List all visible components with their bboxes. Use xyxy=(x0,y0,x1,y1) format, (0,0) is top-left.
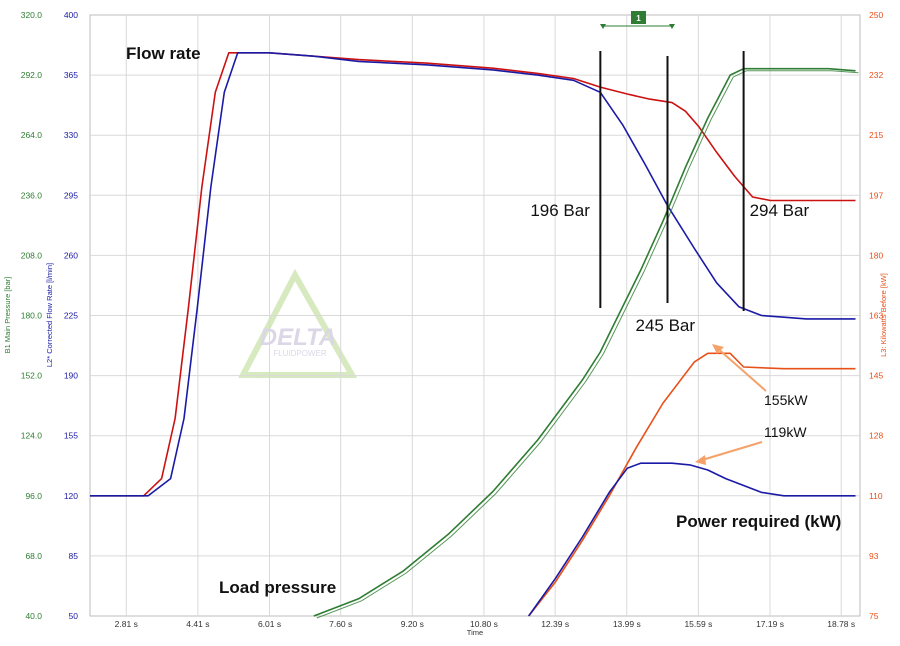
x-tick-label: 6.01 s xyxy=(258,619,281,629)
pressure-axis-title: B1 Main Pressure [bar] xyxy=(3,277,12,354)
x-tick-label: 13.99 s xyxy=(613,619,641,629)
flow-axis-title: L2* Corrected Flow Rate [l/min] xyxy=(45,263,54,367)
marker-label: 294 Bar xyxy=(750,201,810,220)
power-axis-title: L3: Kilowatts Before [kW] xyxy=(879,273,888,357)
series-line-3 xyxy=(528,352,856,617)
annotation-power-required: Power required (kW) xyxy=(676,512,841,531)
x-tick-label: 12.39 s xyxy=(541,619,569,629)
x-tick-label: 9.20 s xyxy=(401,619,424,629)
arrow-155kw-head-icon xyxy=(712,344,724,354)
flow-tick-label: 190 xyxy=(64,371,78,381)
arrow-119kw-head-icon xyxy=(695,455,706,465)
series-line-2-trace xyxy=(316,70,859,619)
annotation-load-pressure: Load pressure xyxy=(219,578,336,597)
flow-tick-label: 330 xyxy=(64,130,78,140)
pressure-tick-label: 180.0 xyxy=(21,311,43,321)
x-tick-label: 17.19 s xyxy=(756,619,784,629)
pressure-tick-label: 124.0 xyxy=(21,431,43,441)
pressure-tick-label: 68.0 xyxy=(25,551,42,561)
pressure-markers: 196 Bar 245 Bar 294 Bar xyxy=(530,51,809,335)
x-tick-label: 4.41 s xyxy=(186,619,209,629)
x-tick-label: 7.60 s xyxy=(329,619,352,629)
axes: 320.0 400 250 292.0 365 232 264.0 330 215 236.0 29… xyxy=(3,10,888,637)
flow-tick-label: 365 xyxy=(64,70,78,80)
marker-label: 196 Bar xyxy=(530,201,590,220)
flow-tick-label: 400 xyxy=(64,10,78,20)
power-tick-label: 180 xyxy=(869,250,883,260)
cursor-range[interactable]: 1 xyxy=(600,11,675,29)
power-tick-label: 197 xyxy=(869,190,883,200)
cursor-badge-label: 1 xyxy=(636,14,641,23)
pressure-tick-label: 264.0 xyxy=(21,130,43,140)
power-tick-label: 110 xyxy=(869,491,883,501)
flow-tick-label: 295 xyxy=(64,190,78,200)
pressure-tick-label: 292.0 xyxy=(21,70,43,80)
pressure-tick-label: 208.0 xyxy=(21,250,43,260)
power-tick-label: 163 xyxy=(869,311,883,321)
series-line-4 xyxy=(528,462,856,617)
marker-label: 245 Bar xyxy=(636,316,696,335)
pressure-tick-label: 320.0 xyxy=(21,10,43,20)
watermark-subtitle: FLUIDPOWER xyxy=(273,349,327,358)
series-line-2 xyxy=(313,67,856,617)
power-tick-label: 232 xyxy=(869,70,883,80)
series-line-1 xyxy=(90,51,856,497)
arrow-119kw xyxy=(701,441,763,461)
annotation-155kw: 155kW xyxy=(764,392,808,408)
pressure-tick-label: 236.0 xyxy=(21,190,43,200)
series-line-0 xyxy=(90,51,856,497)
cursor-left-handle-icon[interactable] xyxy=(600,24,606,29)
x-tick-label: 2.81 s xyxy=(115,619,138,629)
pressure-tick-label: 96.0 xyxy=(25,491,42,501)
power-tick-label: 145 xyxy=(869,371,883,381)
power-tick-label: 215 xyxy=(869,130,883,140)
arrow-155kw xyxy=(715,346,767,392)
annotation-flow-rate: Flow rate xyxy=(126,44,201,63)
power-tick-label: 250 xyxy=(869,10,883,20)
x-axis-title: Time xyxy=(467,628,483,637)
watermark-triangle-icon xyxy=(238,268,358,378)
grid xyxy=(89,14,861,617)
power-tick-label: 128 xyxy=(869,431,883,441)
x-tick-label: 15.59 s xyxy=(684,619,712,629)
annotation-119kw: 119kW xyxy=(764,424,807,440)
pressure-tick-label: 152.0 xyxy=(21,371,43,381)
cursor-badge[interactable] xyxy=(631,11,646,24)
series-group xyxy=(90,51,859,619)
flow-tick-label: 50 xyxy=(69,611,79,621)
cursor-right-handle-icon[interactable] xyxy=(669,24,675,29)
flow-tick-label: 155 xyxy=(64,431,78,441)
watermark-title: DELTA xyxy=(260,324,336,351)
flow-tick-label: 120 xyxy=(64,491,78,501)
flow-tick-label: 260 xyxy=(64,250,78,260)
flow-tick-label: 225 xyxy=(64,311,78,321)
power-tick-label: 93 xyxy=(869,551,879,561)
delta-fluidpower-watermark: DELTA FLUIDPOWER xyxy=(238,268,358,378)
power-tick-label: 75 xyxy=(869,611,879,621)
x-tick-label: 18.78 s xyxy=(827,619,855,629)
flow-tick-label: 85 xyxy=(69,551,79,561)
x-tick-label: 10.80 s xyxy=(470,619,498,629)
pressure-tick-label: 40.0 xyxy=(25,611,42,621)
